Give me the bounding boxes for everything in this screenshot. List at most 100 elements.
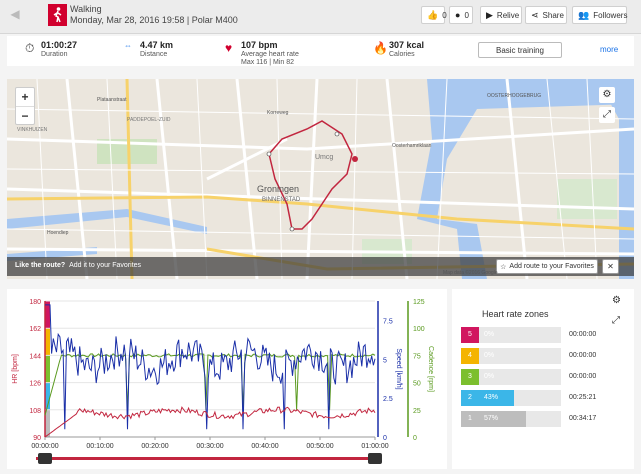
cadence-tick-label: 0	[413, 435, 417, 442]
basic-training-button[interactable]: Basic training	[478, 42, 562, 58]
map-label-paddepoel: PADDEPOEL-ZUID	[127, 117, 171, 123]
cadence-axis-label: Cadence [rpm]	[427, 346, 434, 392]
heart-icon: ♥	[225, 41, 233, 55]
favorites-prompt: Like the route? Add it to your Favorites	[15, 262, 142, 269]
close-favorites-button[interactable]: ✕	[602, 259, 619, 274]
zone-bar-track	[479, 348, 561, 364]
zone-percent: 0%	[484, 373, 495, 380]
map-label-binnenstad: BINNENSTAD	[262, 197, 301, 203]
cadence-tick-label: 125	[413, 299, 425, 306]
fullscreen-icon[interactable]: ⤢	[612, 315, 620, 326]
training-chart[interactable]: 180 162 144 126 108 90 7.5 5 2.5 0 125 100 75 50 25 0 HR…	[7, 289, 447, 469]
zoom-out-button[interactable]: −	[16, 106, 34, 125]
duration-label: Duration	[41, 51, 68, 58]
settings-gear-icon[interactable]: ⚙	[612, 295, 621, 306]
zone-percent: 43%	[484, 394, 499, 401]
x-tick-label: 01:00:00	[361, 443, 388, 450]
zone-time: 00:00:00	[569, 331, 597, 338]
zone-bar-fill	[479, 390, 515, 406]
settings-gear-icon[interactable]: ⚙	[599, 87, 615, 103]
x-tick-label: 00:40:00	[251, 443, 278, 450]
map-label-umcg: Umcg	[315, 154, 333, 161]
zone-percent: 0%	[484, 352, 495, 359]
followers-button[interactable]: 👥 Followers	[572, 6, 627, 24]
speed-tick-label: 0	[383, 435, 387, 442]
session-info: Monday, Mar 28, 2016 19:58 | Polar M400	[70, 15, 238, 25]
back-icon[interactable]: ◀	[10, 7, 20, 21]
zone-time: 00:00:00	[569, 373, 597, 380]
sport-name: Walking	[70, 4, 102, 14]
speed-tick-label: 7.5	[383, 318, 393, 325]
cadence-tick-label: 50	[413, 381, 421, 388]
calories-label: Calories	[389, 51, 415, 58]
walking-icon	[48, 4, 67, 26]
hr-max-min: Max 116 | Min 82	[241, 59, 295, 66]
top-bar: ◀ Walking Monday, Mar 28, 2016 19:58 | P…	[0, 0, 641, 34]
duration-value: 01:00:27	[41, 40, 78, 50]
speed-tick-label: 2.5	[383, 396, 393, 403]
share-button[interactable]: ⋖ Share	[525, 6, 567, 24]
zone-number: 2	[461, 390, 479, 406]
route-map[interactable]: Groningen BINNENSTAD Umcg OOSTERHOOGEBRU…	[7, 79, 634, 279]
speed-axis-label: Speed [km/h]	[395, 348, 402, 389]
flame-icon: 🔥	[373, 41, 388, 55]
share-icon: ⋖	[531, 9, 539, 20]
star-icon: ☆	[500, 263, 507, 271]
add-route-favorites-button[interactable]: ☆ Add route to your Favorites	[496, 259, 598, 274]
cadence-tick-label: 25	[413, 408, 421, 415]
hr-zone-band	[45, 355, 50, 383]
speed-tick-label: 5	[383, 357, 387, 364]
zones-title: Heart rate zones	[482, 309, 549, 319]
zone-time: 00:34:17	[569, 415, 597, 422]
session-summary: ⏱ 01:00:27 Duration ⇔ 4.47 km Distance ♥…	[7, 36, 634, 66]
hr-tick-label: 126	[29, 381, 41, 388]
relive-button[interactable]: ▶ Relive	[480, 6, 522, 24]
hr-tick-label: 90	[33, 435, 41, 442]
distance-label: Distance	[140, 51, 168, 58]
hr-axis-label: HR [bpm]	[12, 354, 19, 384]
favorites-bar: Like the route? Add it to your Favorites…	[7, 257, 634, 276]
map-label-oosterhamriklaan: Oosterhamriklaan	[392, 143, 432, 149]
heart-rate-zones-panel: Heart rate zones 5 0% 00:00:00 4 0% 00:00:00 3…	[452, 289, 634, 469]
comment-button[interactable]: ● 0	[449, 6, 473, 24]
distance-icon: ⇔	[124, 41, 132, 50]
timeline-slider[interactable]	[36, 457, 380, 460]
cadence-tick-label: 75	[413, 353, 421, 360]
zone-percent: 57%	[484, 415, 499, 422]
x-tick-label: 00:10:00	[86, 443, 113, 450]
x-tick-label: 00:50:00	[306, 443, 333, 450]
x-tick-label: 00:30:00	[196, 443, 223, 450]
distance-value: 4.47 km	[140, 40, 174, 50]
hr-zone-band	[45, 301, 50, 329]
map-label-oosterhoogebrug: OOSTERHOOGEBRUG	[487, 93, 541, 99]
zone-number: 1	[461, 411, 479, 427]
hr-tick-label: 162	[29, 326, 41, 333]
map-label-groningen: Groningen	[257, 184, 299, 194]
hr-label: Average heart rate	[241, 51, 299, 58]
hr-zone-band	[45, 328, 50, 356]
slider-handle-start[interactable]	[38, 453, 52, 464]
map-credit: Map data ©2016 Google	[443, 270, 498, 276]
zone-number: 3	[461, 369, 479, 385]
slider-handle-end[interactable]	[368, 453, 382, 464]
hr-value: 107 bpm	[241, 40, 278, 50]
hr-tick-label: 144	[29, 353, 41, 360]
zoom-in-button[interactable]: +	[21, 90, 29, 104]
speed-series-line	[45, 304, 376, 430]
fullscreen-icon[interactable]: ⤢	[599, 107, 615, 123]
thumbs-up-icon: 👍	[427, 9, 439, 20]
calories-value: 307 kcal	[389, 40, 425, 50]
like-button[interactable]: 👍 0	[421, 6, 447, 24]
zone-bar-track	[479, 327, 561, 343]
map-canvas: Groningen BINNENSTAD Umcg OOSTERHOOGEBRU…	[7, 79, 634, 279]
hr-series-line	[44, 406, 376, 438]
map-label-hoendiep: Hoendiep	[47, 230, 69, 236]
zone-bar-track	[479, 369, 561, 385]
x-tick-label: 00:20:00	[141, 443, 168, 450]
hr-tick-label: 180	[29, 299, 41, 306]
zoom-controls: + −	[15, 87, 35, 125]
map-label-plataanstraat: Plataanstraat	[97, 97, 127, 103]
play-icon: ▶	[486, 9, 493, 20]
more-link[interactable]: more	[600, 45, 619, 54]
zone-bar-fill	[479, 411, 526, 427]
